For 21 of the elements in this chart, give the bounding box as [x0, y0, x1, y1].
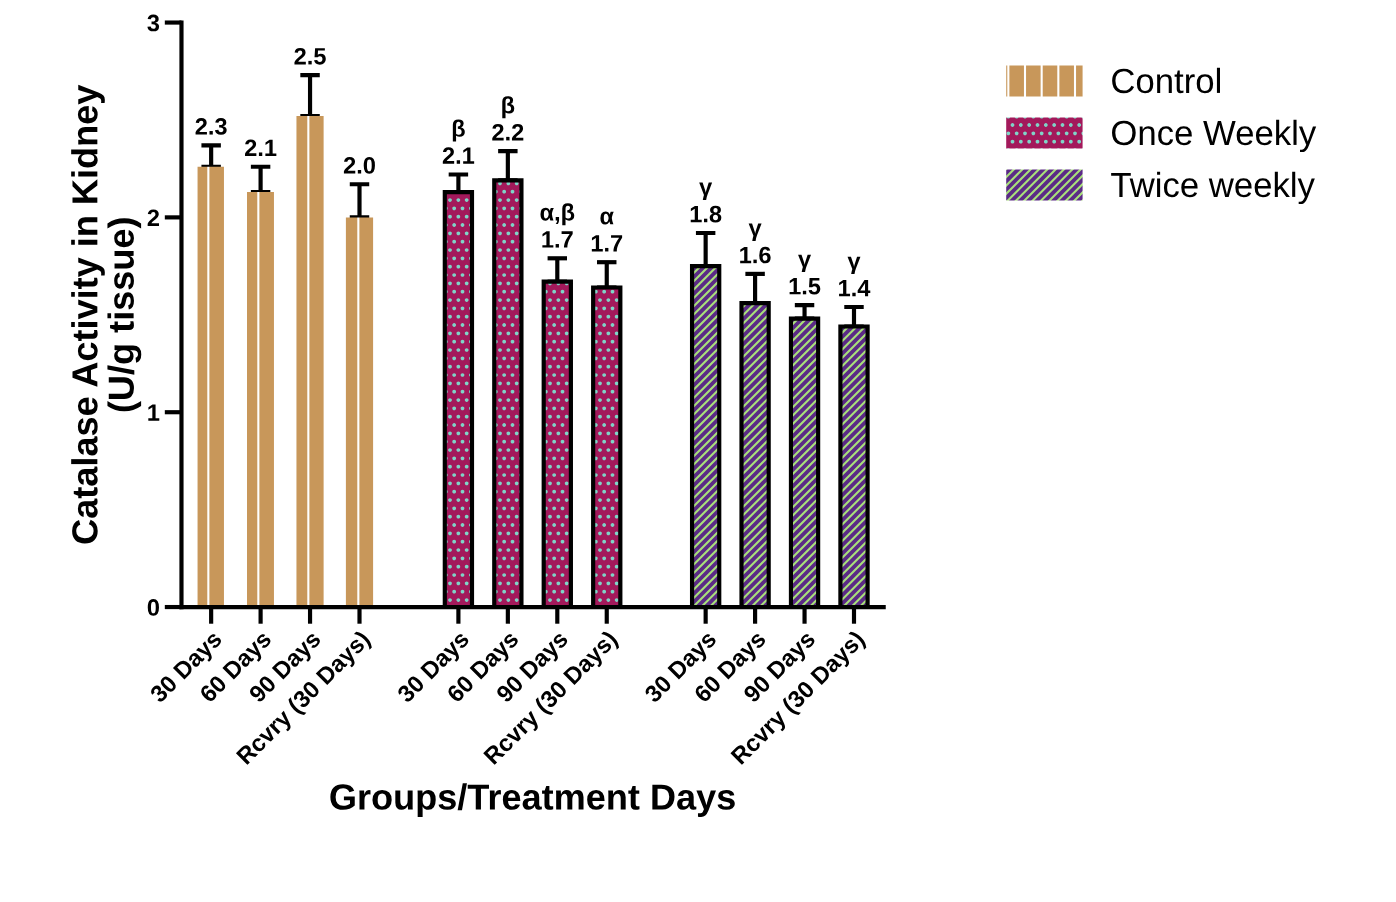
data-label: 2.0	[343, 157, 375, 174]
legend-label: Once Weekly	[1112, 119, 1317, 153]
y-axis-title: Catalase Activity in Kidney (U/g tissue)	[71, 84, 142, 544]
data-label: β 2.2	[492, 96, 524, 141]
data-label: γ 1.4	[839, 256, 871, 297]
y-tick-label: 0	[147, 599, 159, 616]
data-label: α,β 1.7	[540, 203, 575, 248]
data-label: 2.3	[195, 118, 227, 135]
legend-label: Control	[1112, 67, 1220, 94]
data-label: β 2.1	[442, 119, 475, 164]
data-label: α 1.7	[591, 211, 623, 252]
x-axis-title: Groups/Treatment Days	[330, 783, 735, 817]
y-tick-label: 2	[147, 209, 160, 226]
data-label: γ 1.5	[789, 254, 821, 295]
data-label: 2.5	[294, 47, 326, 65]
legend-label: Twice weekly	[1111, 171, 1315, 205]
data-label: γ 1.6	[740, 223, 771, 264]
data-label: γ 1.8	[690, 182, 722, 223]
y-tick-label: 1	[148, 404, 160, 421]
data-label: 2.1	[245, 139, 277, 156]
y-tick-label: 3	[147, 14, 160, 32]
